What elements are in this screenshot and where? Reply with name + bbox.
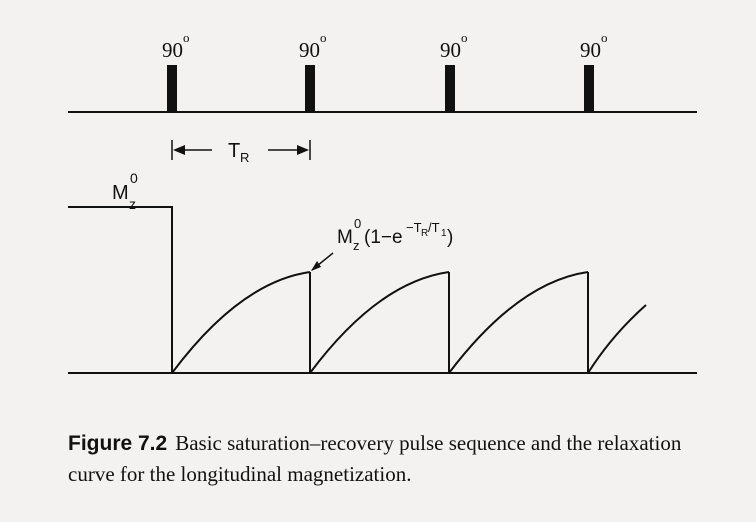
rf-pulse-4 bbox=[584, 65, 594, 112]
pulse-label-3: 90 o bbox=[440, 30, 468, 62]
svg-text:0: 0 bbox=[354, 216, 361, 231]
svg-text:90: 90 bbox=[162, 38, 183, 62]
svg-text:M: M bbox=[337, 227, 353, 248]
arrow-right-icon bbox=[297, 145, 309, 155]
recovery-curve-3 bbox=[448, 271, 589, 374]
svg-text:o: o bbox=[183, 30, 190, 45]
svg-text:90: 90 bbox=[299, 38, 320, 62]
svg-text:o: o bbox=[320, 30, 327, 45]
svg-text:90: 90 bbox=[580, 38, 601, 62]
svg-text:M: M bbox=[112, 182, 129, 204]
initial-magnetization-level bbox=[68, 206, 173, 373]
pulse-label-4: 90 o bbox=[580, 30, 608, 62]
recovery-formula-label: M 0 z (1−e −T R /T 1 ) bbox=[337, 216, 453, 253]
svg-text:R: R bbox=[421, 228, 428, 239]
svg-text:90: 90 bbox=[440, 38, 461, 62]
recovery-curve-2 bbox=[309, 271, 450, 374]
pulse-label-1: 90 o bbox=[162, 30, 190, 62]
tr-label-subscript: R bbox=[240, 150, 249, 165]
formula-pointer-arrow-icon bbox=[311, 261, 321, 271]
pulse-label-2: 90 o bbox=[299, 30, 327, 62]
figure-caption-text: Basic saturation–recovery pulse sequence… bbox=[68, 431, 682, 486]
figure-number: Figure 7.2 bbox=[68, 432, 168, 455]
arrow-left-icon bbox=[173, 145, 185, 155]
svg-text:o: o bbox=[461, 30, 468, 45]
svg-text:z: z bbox=[353, 238, 360, 253]
svg-text:0: 0 bbox=[130, 170, 138, 186]
rf-pulse-1 bbox=[167, 65, 177, 112]
rf-pulse-2 bbox=[305, 65, 315, 112]
recovery-curve-1 bbox=[171, 271, 311, 374]
tr-label: T bbox=[228, 140, 240, 162]
svg-text:(1−e: (1−e bbox=[364, 227, 403, 248]
svg-text:1: 1 bbox=[441, 228, 447, 239]
initial-magnetization-label: M 0 z bbox=[112, 170, 138, 212]
figure-caption: Figure 7.2 Basic saturation–recovery puls… bbox=[68, 428, 728, 489]
recovery-curve-4 bbox=[587, 304, 647, 374]
svg-text:/T: /T bbox=[428, 220, 440, 235]
tr-interval-marker: T R bbox=[171, 140, 311, 165]
svg-text:o: o bbox=[601, 30, 608, 45]
svg-text:z: z bbox=[129, 196, 136, 212]
rf-pulse-3 bbox=[445, 65, 455, 112]
svg-text:−T: −T bbox=[406, 220, 422, 235]
svg-text:): ) bbox=[447, 227, 453, 248]
